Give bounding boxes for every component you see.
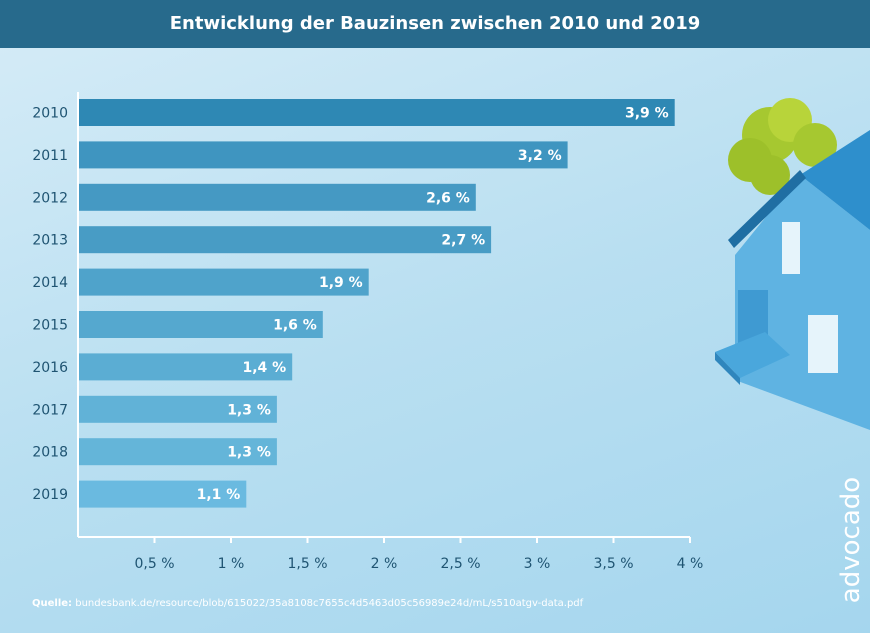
year-label-2013: 2013 [32,233,68,249]
x-tick-label: 4 % [677,556,704,572]
data-label-2019: 1,1 % [197,487,241,503]
bar-2013 [78,226,492,254]
bar-2015 [78,311,323,338]
bar-2014 [78,268,369,296]
bar-2016 [78,353,293,381]
data-label-2014: 1,9 % [319,275,363,291]
bar-2018 [78,438,277,466]
data-label-2010: 3,9 % [625,106,669,122]
year-label-2012: 2012 [32,190,68,206]
bar-2010 [78,99,675,126]
data-label-2016: 1,4 % [242,360,286,376]
house-illustration [715,98,870,430]
year-label-2017: 2017 [32,402,68,418]
data-label-2012: 2,6 % [426,190,470,206]
source-url: bundesbank.de/resource/blob/615022/35a81… [75,598,584,609]
x-tick-label: 0,5 % [134,556,174,572]
year-label-2019: 2019 [32,487,68,503]
year-label-2016: 2016 [32,360,68,376]
x-tick-label: 1,5 % [287,556,327,572]
x-tick-label: 2,5 % [440,556,480,572]
x-tick-label: 3,5 % [593,556,633,572]
year-label-2018: 2018 [32,445,68,461]
year-label-2011: 2011 [32,148,68,164]
bar-2012 [78,183,476,211]
advocado-logo: advocado [836,476,867,604]
data-label-2013: 2,7 % [441,233,485,249]
data-label-2015: 1,6 % [273,318,317,334]
bar-2019 [78,480,247,508]
data-label-2011: 3,2 % [518,148,562,164]
x-tick-label: 3 % [524,556,551,572]
source-note: Quelle: bundesbank.de/resource/blob/6150… [32,598,583,609]
x-tick-label: 1 % [218,556,245,572]
data-label-2017: 1,3 % [227,402,271,418]
bar-2017 [78,395,277,423]
x-tick-label: 2 % [371,556,398,572]
year-label-2015: 2015 [32,318,68,334]
data-label-2018: 1,3 % [227,445,271,461]
year-label-2014: 2014 [32,275,68,291]
chart-title: Entwicklung der Bauzinsen zwischen 2010 … [0,0,870,48]
source-label: Quelle: [32,598,73,609]
bar-2011 [78,141,568,169]
year-label-2010: 2010 [32,106,68,122]
